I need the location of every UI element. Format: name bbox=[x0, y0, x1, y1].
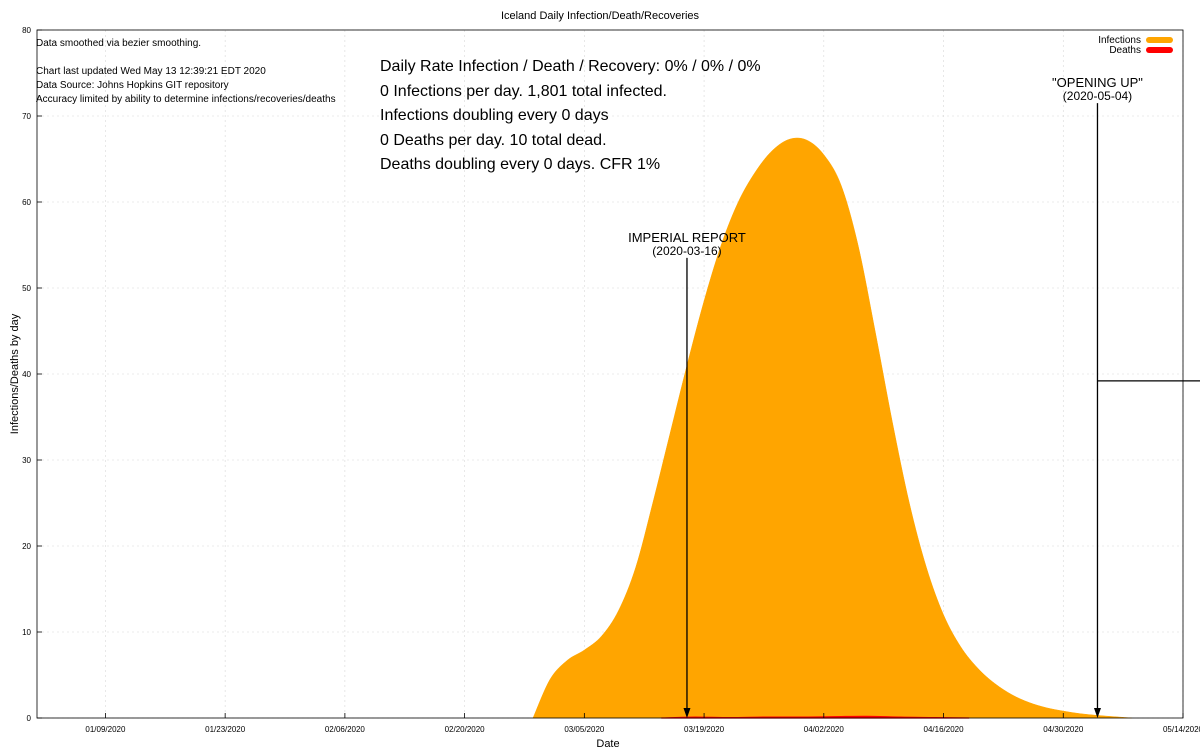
imperial-date: (2020-03-16) bbox=[652, 244, 721, 258]
stat-deaths-doubling: Deaths doubling every 0 days. CFR 1% bbox=[380, 156, 661, 173]
note-accuracy: Accuracy limited by ability to determine… bbox=[36, 94, 336, 105]
y-tick-label: 50 bbox=[22, 284, 31, 293]
x-tick-label: 01/23/2020 bbox=[205, 725, 246, 734]
note-updated: Chart last updated Wed May 13 12:39:21 E… bbox=[36, 66, 266, 77]
x-tick-label: 02/06/2020 bbox=[325, 725, 366, 734]
legend-swatch-deaths bbox=[1146, 47, 1173, 53]
legend-label-infections: Infections bbox=[1098, 35, 1141, 46]
opening-label: "OPENING UP" bbox=[1052, 75, 1143, 90]
y-tick-label: 80 bbox=[22, 26, 31, 35]
stat-infections-per-day: 0 Infections per day. 1,801 total infect… bbox=[380, 83, 667, 100]
stat-deaths-per-day: 0 Deaths per day. 10 total dead. bbox=[380, 132, 607, 149]
opening-arrow-head bbox=[1093, 708, 1101, 718]
x-tick-label: 04/30/2020 bbox=[1043, 725, 1084, 734]
note-smoothing: Data smoothed via bezier smoothing. bbox=[36, 38, 202, 49]
legend-label-deaths: Deaths bbox=[1109, 45, 1141, 56]
annotations: IMPERIAL REPORT(2020-03-16) "OPENING UP"(… bbox=[628, 75, 1200, 718]
note-source: Data Source: Johns Hopkins GIT repositor… bbox=[36, 80, 229, 91]
x-tick-label: 03/05/2020 bbox=[564, 725, 605, 734]
y-tick-label: 10 bbox=[22, 628, 31, 637]
x-tick-label: 04/02/2020 bbox=[804, 725, 845, 734]
series-deaths-area bbox=[661, 715, 970, 719]
imperial-label: IMPERIAL REPORT bbox=[628, 230, 746, 245]
series-infections-area bbox=[532, 137, 1132, 719]
opening-date: (2020-05-04) bbox=[1063, 89, 1132, 103]
x-tick-label: 05/14/2020 bbox=[1163, 725, 1200, 734]
grid bbox=[37, 29, 1184, 719]
y-tick-label: 60 bbox=[22, 198, 31, 207]
y-tick-label: 20 bbox=[22, 542, 31, 551]
imperial-arrow-head bbox=[683, 708, 691, 718]
y-tick-label: 70 bbox=[22, 112, 31, 121]
stat-infections-doubling: Infections doubling every 0 days bbox=[380, 107, 609, 124]
chart-title: Iceland Daily Infection/Death/Recoveries bbox=[501, 10, 700, 22]
x-axis-label: Date bbox=[596, 738, 619, 750]
y-tick-label: 30 bbox=[22, 456, 31, 465]
y-tick-label: 40 bbox=[22, 370, 31, 379]
x-tick-label: 04/16/2020 bbox=[924, 725, 965, 734]
stat-daily-rate: Daily Rate Infection / Death / Recovery:… bbox=[380, 58, 761, 75]
y-axis-label: Infections/Deaths by day bbox=[9, 313, 21, 434]
y-tick-label: 0 bbox=[27, 714, 32, 723]
legend-swatch-infections bbox=[1146, 37, 1173, 43]
series-areas bbox=[532, 137, 1132, 719]
x-tick-label: 01/09/2020 bbox=[85, 725, 126, 734]
ticks: 0 10 20 30 40 50 60 70 80 01/09/2020 01/23/2020 02/… bbox=[22, 26, 1200, 734]
x-tick-label: 02/20/2020 bbox=[445, 725, 486, 734]
x-tick-label: 03/19/2020 bbox=[684, 725, 725, 734]
